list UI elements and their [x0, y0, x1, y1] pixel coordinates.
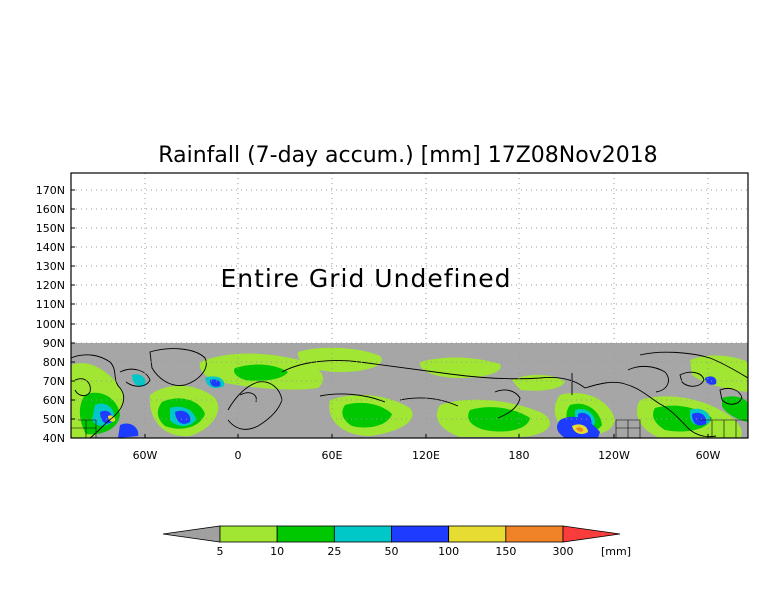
x-tick-label: 0	[235, 449, 242, 462]
y-tick-label: 60N	[43, 394, 65, 407]
rainfall-field	[71, 343, 748, 438]
y-tick-label: 40N	[43, 432, 65, 445]
x-tick-label: 120W	[598, 449, 630, 462]
colorbar-unit: [mm]	[601, 545, 631, 558]
x-tick-label: 60E	[322, 449, 343, 462]
y-tick-label: 80N	[43, 356, 65, 369]
colorbar-tick-label: 25	[327, 545, 341, 558]
colorbar-below-triangle	[162, 525, 221, 543]
x-tick-label: 180	[509, 449, 530, 462]
colorbar-above-triangle	[562, 525, 621, 543]
y-tick-label: 50N	[43, 413, 65, 426]
y-axis-labels: 170N 160N 150N 140N 130N 120N 110N 100N 90N 80N 70…	[36, 184, 75, 445]
colorbar-legend: 5 10 25 50 100 150 300 [mm]	[162, 525, 631, 558]
y-tick-label: 130N	[36, 260, 65, 273]
undefined-grid-notice: Entire Grid Undefined	[220, 264, 511, 293]
colorbar-bin	[276, 525, 335, 543]
y-tick-label: 150N	[36, 222, 65, 235]
colorbar-tick-label: 5	[217, 545, 224, 558]
colorbar-bin	[391, 525, 450, 543]
y-tick-label: 160N	[36, 203, 65, 216]
coastlines	[71, 348, 748, 438]
map-title: Rainfall (7-day accum.) [mm] 17Z08Nov201…	[158, 143, 657, 168]
y-tick-label: 100N	[36, 318, 65, 331]
colorbar-tick-label: 100	[438, 545, 459, 558]
plot-frame	[70, 172, 749, 439]
colorbar-bin	[219, 525, 278, 543]
y-tick-label: 70N	[43, 375, 65, 388]
colorbar-bin	[505, 525, 564, 543]
y-tick-label: 90N	[43, 337, 65, 350]
colorbar-bin	[333, 525, 392, 543]
y-tick-label: 110N	[36, 298, 65, 311]
colorbar-bin	[448, 525, 507, 543]
colorbar-tick-label: 50	[385, 545, 399, 558]
rain-150-300mm-areas	[576, 427, 584, 432]
colorbar-tick-label: 300	[553, 545, 574, 558]
x-tick-label: 60W	[133, 449, 158, 462]
y-tick-label: 140N	[36, 241, 65, 254]
x-tick-label: 120E	[412, 449, 440, 462]
x-tick-label: 60W	[696, 449, 721, 462]
graticule	[71, 173, 748, 438]
colorbar-tick-label: 150	[495, 545, 516, 558]
y-tick-label: 120N	[36, 279, 65, 292]
y-tick-label: 170N	[36, 184, 65, 197]
admin-borders	[71, 419, 748, 438]
x-axis-labels: 60W 0 60E 120E 180 120W 60W	[133, 434, 721, 462]
colorbar-tick-label: 10	[270, 545, 284, 558]
